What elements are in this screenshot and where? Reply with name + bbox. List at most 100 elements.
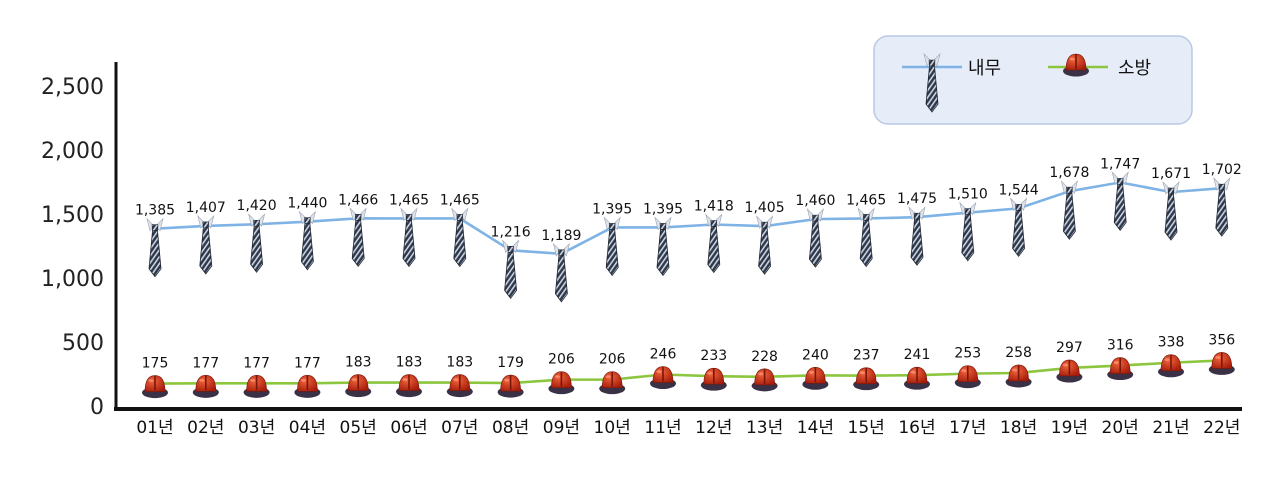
x-tick-label: 06년 [390,418,427,438]
y-tick-label: 500 [62,331,104,356]
y-tick-label: 1,000 [41,267,104,292]
necktie-icon [1162,181,1180,241]
necktie-icon [197,214,215,275]
firefighter-helmet-icon [650,366,676,390]
x-tick-label: 21년 [1152,418,1189,438]
data-label: 177 [243,355,270,371]
necktie-icon [552,242,570,303]
firefighter-helmet-icon [700,367,727,391]
x-tick-label: 22년 [1203,418,1240,438]
necktie-icon [603,216,621,277]
firefighter-helmet-icon [345,374,372,398]
data-label: 1,395 [643,201,683,217]
necktie-icon [806,208,824,268]
x-tick-label: 16년 [898,418,935,438]
necktie-icon [1213,177,1231,237]
data-label: 1,465 [389,192,429,208]
data-label: 1,465 [846,192,886,208]
necktie-icon [248,213,266,273]
y-axis-ticks: 0 500 1,000 1,500 2,000 2,500 [41,75,104,420]
firefighter-helmet-icon [1107,357,1134,381]
firefighter-helmet-icon [1056,359,1083,383]
necktie-icon [1111,171,1129,232]
data-label: 338 [1158,335,1185,351]
data-label: 206 [548,352,575,368]
necktie-icon [400,207,418,268]
data-label: 1,465 [440,192,480,208]
data-label: 1,747 [1100,156,1140,172]
x-tick-label: 01년 [136,418,173,438]
x-tick-label: 08년 [492,418,529,438]
necktie-icon [146,217,164,278]
x-tick-label: 17년 [949,418,986,438]
firefighter-helmet-icon [294,375,321,398]
x-tick-label: 07년 [441,418,478,438]
data-label: 233 [700,348,727,364]
x-tick-label: 13년 [746,418,783,438]
data-label: 183 [396,355,423,371]
data-label: 1,216 [491,224,531,240]
firefighter-helmet-icon [1063,53,1089,77]
legend-label-sobang: 소방 [1118,58,1151,79]
data-label: 1,678 [1049,165,1089,181]
necktie-icon [756,215,774,275]
legend: 내무 소방 [873,35,1193,125]
data-label: 1,475 [897,191,937,207]
firefighter-helmet-icon [142,375,168,399]
necktie-icon [923,53,941,113]
x-tick-label: 20년 [1102,418,1139,438]
necktie-icon [705,213,723,274]
firefighter-helmet-icon [548,371,575,395]
data-label: 183 [345,355,372,371]
firefighter-helmet-icon [751,368,778,392]
data-label: 258 [1005,345,1032,361]
x-tick-label: 12년 [695,418,732,438]
axes [114,62,1242,411]
firefighter-helmet-icon [1063,53,1089,77]
data-label: 1,544 [999,182,1039,198]
data-label: 206 [599,352,626,368]
x-tick-label: 09년 [543,418,580,438]
x-tick-label: 02년 [187,418,224,438]
data-label: 1,395 [592,201,632,217]
data-label: 1,510 [948,187,988,203]
legend-label-naemu: 내무 [968,58,1001,79]
firefighter-helmet-icon [802,366,829,390]
data-label: 177 [294,355,321,371]
necktie-icon [502,239,520,300]
necktie-icon [1060,180,1078,240]
data-label: 253 [954,346,981,362]
necktie-icon [654,216,672,277]
necktie-icon [451,207,469,268]
data-label: 246 [650,347,677,363]
data-label: 240 [802,347,829,363]
legend-box [873,35,1193,125]
necktie-icon [908,206,926,266]
firefighter-helmet-icon [599,371,626,395]
firefighter-helmet-icon [1005,364,1032,388]
data-label: 297 [1056,340,1083,356]
necktie-icon [959,201,977,262]
firefighter-helmet-icon [497,374,524,398]
firefighter-helmet-icon [904,366,930,390]
y-tick-label: 0 [90,395,104,420]
data-label: 177 [192,355,219,371]
data-label: 241 [904,347,931,363]
data-label: 1,405 [745,200,785,216]
data-label: 1,385 [135,203,175,219]
data-label: 1,440 [287,196,327,212]
series-naemu: 1,385 1,407 1,420 1,440 1,466 1,465 1,465 1,216… [135,156,1242,303]
data-label: 237 [853,348,880,364]
data-label: 175 [142,356,169,372]
necktie-icon [349,207,367,268]
x-tick-label: 15년 [848,418,885,438]
x-tick-label: 05년 [340,418,377,438]
firefighter-helmet-icon [446,374,473,398]
firefighter-helmet-icon [1158,354,1184,378]
data-label: 1,418 [694,198,734,214]
y-tick-label: 1,500 [41,203,104,228]
necktie-icon [1010,197,1028,258]
x-tick-label: 14년 [797,418,834,438]
firefighter-helmet-icon [192,375,219,398]
